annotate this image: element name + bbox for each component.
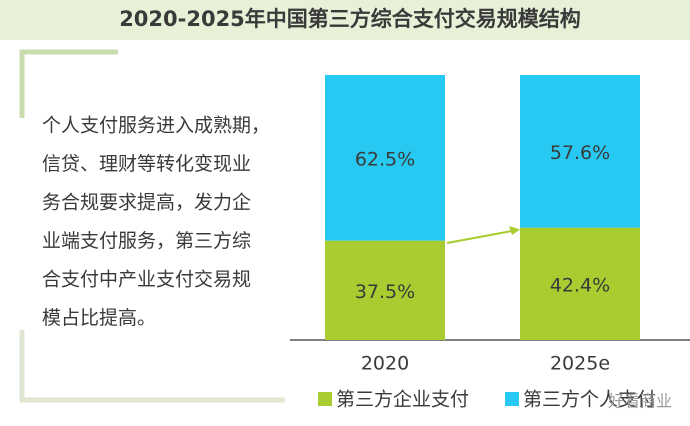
description-line: 业端支付服务，第三方综 xyxy=(42,230,251,252)
legend-label: 第三方个人支付 xyxy=(523,389,656,411)
bar-segment xyxy=(520,75,640,228)
data-label: 42.4% xyxy=(550,274,610,296)
data-label: 37.5% xyxy=(355,281,415,303)
watermark: 好看商业 xyxy=(608,392,672,411)
x-tick-label: 2025e xyxy=(550,353,610,375)
data-label: 57.6% xyxy=(550,142,610,164)
corner-bracket xyxy=(19,49,118,118)
legend-swatch xyxy=(505,392,519,406)
legend: 第三方企业支付 第三方个人支付 xyxy=(318,389,656,411)
description-line: 务合规要求提高，发力企 xyxy=(42,192,251,214)
corner-bracket xyxy=(19,330,285,403)
legend-label: 第三方企业支付 xyxy=(336,389,469,411)
description-line: 模占比提高。 xyxy=(42,307,156,329)
chart-title: 2020-2025年中国第三方综合支付交易规模结构 xyxy=(119,7,581,31)
description-line: 合支付中产业支付交易规 xyxy=(42,269,251,291)
trend-arrow-head xyxy=(509,226,520,235)
trend-arrow xyxy=(446,230,513,244)
description: 个人支付服务进入成熟期， 信贷、理财等转化变现业务合规要求提高，发力企业端支付服务… xyxy=(42,115,270,330)
title-band xyxy=(0,0,690,40)
x-tick-label: 2020 xyxy=(361,353,409,375)
description-line: 信贷、理财等转化变现业 xyxy=(42,153,251,175)
bar-segment xyxy=(325,75,445,241)
bars: 37.5% 62.5% 2020 42.4% 57.6% 2025e xyxy=(325,75,640,375)
bar-segment xyxy=(520,227,640,340)
description-line: 个人支付服务进入成熟期， xyxy=(42,115,270,137)
bar-segment xyxy=(325,240,445,340)
data-label: 62.5% xyxy=(355,148,415,170)
legend-swatch xyxy=(318,392,332,406)
